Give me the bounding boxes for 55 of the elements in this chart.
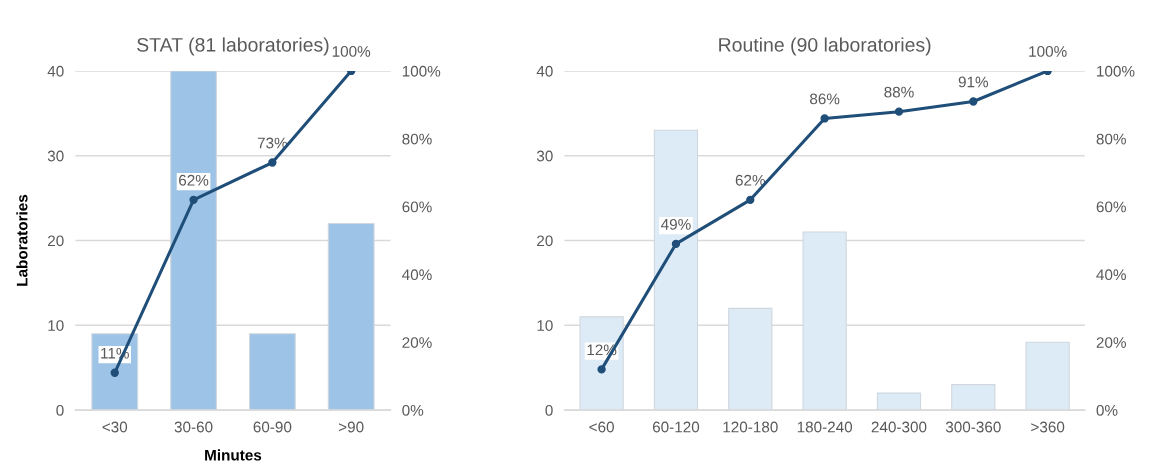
y-tick-label: 30 bbox=[536, 150, 553, 162]
y-tick-label: 40 bbox=[47, 65, 64, 77]
y-tick-label: 10 bbox=[537, 320, 553, 331]
data-label: 86% bbox=[810, 93, 840, 105]
x-tick-label: <60 bbox=[589, 421, 614, 433]
data-label: 62% bbox=[735, 174, 766, 186]
y-tick-label: 20 bbox=[48, 235, 64, 247]
point bbox=[820, 114, 829, 123]
y-tick-label: 10 bbox=[48, 320, 64, 331]
y2-tick-label: 20% bbox=[402, 337, 432, 348]
y2-tick-label: 0% bbox=[402, 404, 424, 416]
x-tick-label: <30 bbox=[102, 421, 128, 433]
y2-tick-label: 100% bbox=[402, 65, 441, 77]
x-tick-label: 180-240 bbox=[797, 421, 853, 433]
x-tick-label: 240-300 bbox=[871, 421, 927, 433]
y2-tick-label: 0% bbox=[1096, 404, 1118, 416]
point bbox=[597, 365, 606, 374]
point bbox=[746, 195, 755, 204]
x-tick-label: 300-360 bbox=[945, 421, 1001, 433]
chart-title: Routine (90 laboratories) bbox=[719, 37, 931, 56]
data-label: 49% bbox=[661, 218, 691, 230]
x-tick-label: 60-120 bbox=[652, 421, 700, 433]
point bbox=[110, 368, 119, 377]
point bbox=[671, 239, 681, 249]
x-tick-label: >90 bbox=[338, 421, 364, 433]
y-tick-label: 20 bbox=[537, 235, 553, 247]
x-tick-label: 60-90 bbox=[253, 421, 292, 433]
y2-tick-label: 80% bbox=[1096, 133, 1126, 145]
x-tick-label: 30-60 bbox=[174, 421, 213, 433]
data-label: 100% bbox=[332, 46, 371, 57]
data-label: 62% bbox=[179, 174, 209, 186]
y-tick-label: 0 bbox=[545, 404, 553, 416]
y2-tick-label: 60% bbox=[1096, 201, 1126, 213]
data-label: 100% bbox=[1029, 46, 1067, 57]
y2-tick-label: 40% bbox=[402, 269, 432, 281]
point bbox=[894, 107, 904, 116]
y2-tick-label: 40% bbox=[1096, 269, 1126, 281]
point bbox=[969, 97, 978, 106]
y2-tick-label: 100% bbox=[1097, 65, 1135, 77]
x-tick-label: >360 bbox=[1031, 421, 1065, 433]
point bbox=[268, 158, 277, 167]
y2-tick-label: 60% bbox=[402, 201, 432, 213]
y2-tick-label: 20% bbox=[1096, 337, 1126, 348]
y-tick-label: 40 bbox=[536, 65, 553, 77]
point bbox=[189, 195, 198, 204]
x-axis-title: Minutes bbox=[205, 449, 262, 461]
y-tick-label: 30 bbox=[47, 150, 64, 162]
x-tick-label: 120-180 bbox=[723, 421, 778, 433]
y-axis-title: Laboratories bbox=[16, 194, 28, 286]
y2-tick-label: 80% bbox=[402, 133, 432, 145]
chart-title: STAT (81 laboratories) bbox=[137, 37, 329, 56]
data-label: 88% bbox=[884, 86, 914, 98]
data-label: 91% bbox=[958, 76, 989, 88]
data-label: 73% bbox=[257, 137, 288, 149]
y-tick-label: 0 bbox=[56, 404, 64, 416]
